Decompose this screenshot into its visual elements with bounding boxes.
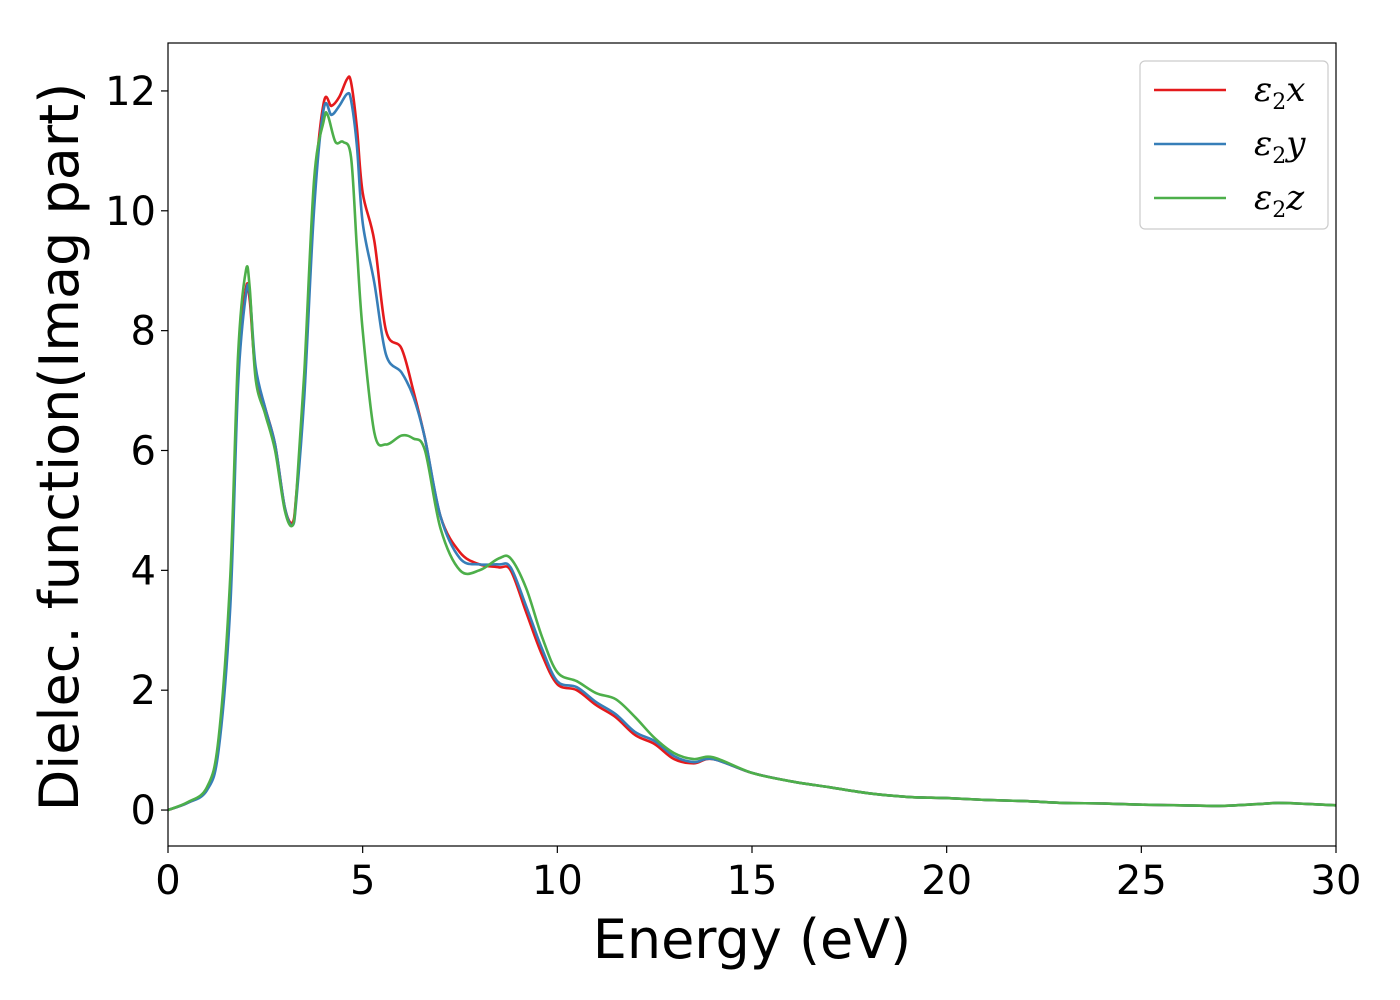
x-axis-ticks: 0 5 10 15 20 25 30	[155, 846, 1361, 904]
legend-label-x: ε2x	[1254, 70, 1305, 115]
x-tick-label: 30	[1311, 858, 1362, 904]
x-tick-label: 5	[350, 858, 375, 904]
x-tick-label: 15	[727, 858, 778, 904]
y-tick-label: 8	[131, 309, 156, 355]
y-axis-ticks: 0 2 4 6 8 10 12	[105, 69, 168, 834]
y-tick-label: 6	[131, 428, 156, 474]
legend-label-y: ε2y	[1254, 124, 1306, 169]
y-tick-label: 12	[105, 69, 156, 115]
legend-label-z: ε2z	[1254, 178, 1305, 223]
x-tick-label: 25	[1116, 858, 1167, 904]
y-tick-label: 10	[105, 189, 156, 235]
series-line-z	[168, 111, 1336, 812]
x-tick-label: 10	[532, 858, 583, 904]
y-tick-label: 0	[131, 788, 156, 834]
x-axis-label: Energy (eV)	[593, 908, 912, 971]
legend: ε2x ε2y ε2z	[1139, 60, 1329, 230]
y-tick-label: 2	[131, 668, 156, 714]
series-lines	[168, 75, 1336, 812]
y-axis-label: Dielec. function(Imag part)	[28, 83, 91, 812]
plot-area	[167, 42, 1337, 847]
legend-box	[1139, 60, 1329, 230]
y-tick-label: 4	[131, 548, 156, 594]
x-tick-label: 20	[921, 858, 972, 904]
x-tick-label: 0	[155, 858, 180, 904]
